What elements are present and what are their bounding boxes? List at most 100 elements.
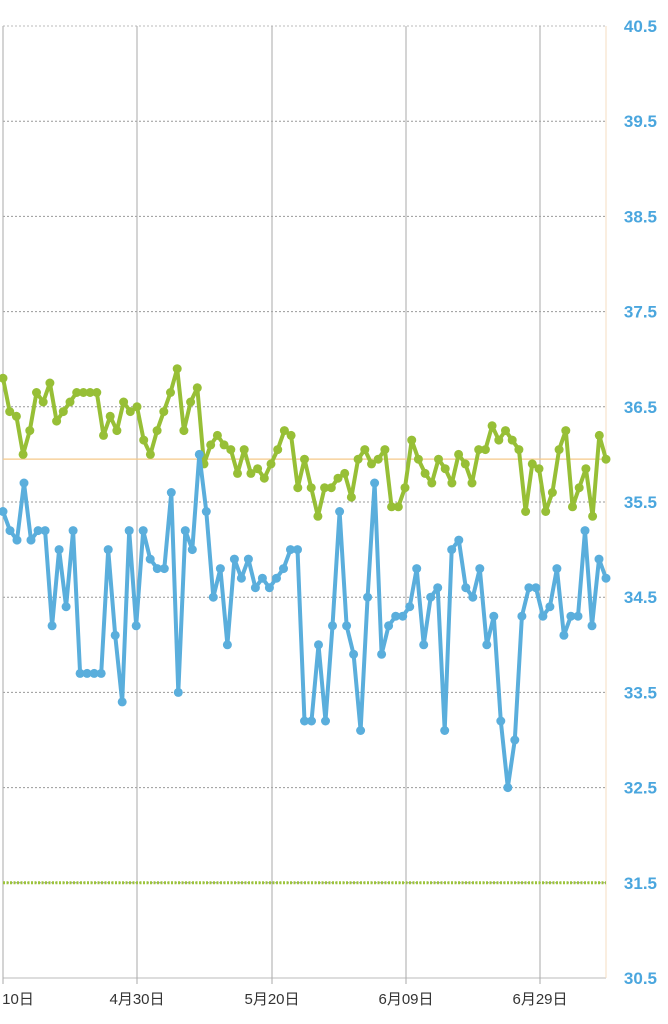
data-point <box>65 397 75 407</box>
data-point <box>18 449 28 459</box>
data-point <box>517 611 527 621</box>
data-point <box>531 583 541 593</box>
data-point <box>89 668 99 678</box>
data-point <box>78 388 88 397</box>
data-point <box>85 388 95 397</box>
data-point <box>92 388 102 397</box>
data-point <box>413 454 423 464</box>
y-axis-labels: 40.5 39.5 38.5 37.5 36.5 35.5 34.5 33.5 32.5 31.5… <box>624 17 657 988</box>
data-point <box>25 426 35 436</box>
data-point <box>480 445 490 455</box>
data-point <box>45 378 55 388</box>
data-point <box>259 473 269 483</box>
data-point <box>574 483 584 493</box>
data-point <box>482 640 492 650</box>
data-point <box>253 464 263 474</box>
data-point <box>335 507 345 516</box>
data-point <box>250 583 260 593</box>
data-point <box>419 640 429 650</box>
data-point <box>496 716 506 726</box>
x-tick-label: 10日 <box>2 991 34 1008</box>
data-point <box>346 492 356 502</box>
data-point <box>568 502 577 512</box>
data-point <box>264 583 274 593</box>
data-point <box>306 483 316 493</box>
data-point <box>145 449 155 459</box>
data-point <box>47 621 57 631</box>
data-point <box>246 468 256 478</box>
data-point <box>321 716 330 726</box>
data-point <box>514 445 524 455</box>
data-point <box>524 583 534 593</box>
data-point <box>212 430 222 440</box>
data-point <box>326 483 336 493</box>
data-point <box>489 611 499 621</box>
data-point <box>103 545 113 555</box>
data-point <box>391 611 401 621</box>
data-point <box>461 583 471 593</box>
data-point <box>75 668 85 678</box>
data-point <box>475 564 485 574</box>
data-point <box>601 573 611 583</box>
data-point <box>420 468 430 478</box>
data-point <box>233 468 242 478</box>
data-point <box>356 726 366 735</box>
data-point <box>454 449 464 459</box>
data-point <box>266 459 276 469</box>
data-point <box>587 621 597 631</box>
data-point <box>580 526 590 536</box>
data-point <box>61 602 71 612</box>
y-tick-label: 30.5 <box>624 969 657 988</box>
data-point <box>320 483 330 493</box>
data-point <box>328 621 337 631</box>
y-tick-label: 33.5 <box>624 683 657 702</box>
y-tick-label: 31.5 <box>624 874 657 893</box>
data-point <box>32 388 41 397</box>
data-point <box>33 526 43 536</box>
y-tick-label: 40.5 <box>624 17 657 36</box>
data-point <box>132 402 142 412</box>
data-point <box>5 407 15 417</box>
data-point <box>201 507 211 516</box>
data-point <box>552 564 562 574</box>
data-point <box>286 430 296 440</box>
data-point <box>166 488 176 497</box>
data-point <box>367 459 376 469</box>
data-point <box>566 611 576 621</box>
data-point <box>314 640 323 650</box>
data-point <box>239 445 249 455</box>
data-point <box>187 545 197 555</box>
data-point <box>342 621 352 631</box>
data-point <box>313 511 323 521</box>
data-point <box>398 611 408 621</box>
data-point <box>412 564 422 574</box>
data-point <box>373 454 383 464</box>
data-point <box>293 545 302 555</box>
data-point <box>72 388 82 397</box>
data-point <box>384 621 394 631</box>
data-point <box>236 573 246 583</box>
data-point <box>257 573 267 583</box>
data-point <box>561 426 571 436</box>
data-point <box>152 564 162 574</box>
data-point <box>194 449 204 459</box>
data-point <box>377 649 387 659</box>
data-point <box>581 464 591 474</box>
data-point <box>393 502 403 512</box>
data-point <box>340 468 350 478</box>
data-point <box>40 526 50 536</box>
data-point <box>353 454 363 464</box>
data-point <box>110 630 120 640</box>
data-point <box>172 364 182 374</box>
data-point <box>5 526 15 536</box>
data-point <box>426 592 436 602</box>
data-point <box>468 592 478 602</box>
data-point <box>131 621 141 631</box>
data-point <box>487 421 497 431</box>
data-point <box>206 440 216 450</box>
x-tick-label: 4月30日 <box>109 991 164 1008</box>
data-point <box>440 726 450 735</box>
data-point <box>166 388 175 397</box>
data-point <box>138 526 148 536</box>
